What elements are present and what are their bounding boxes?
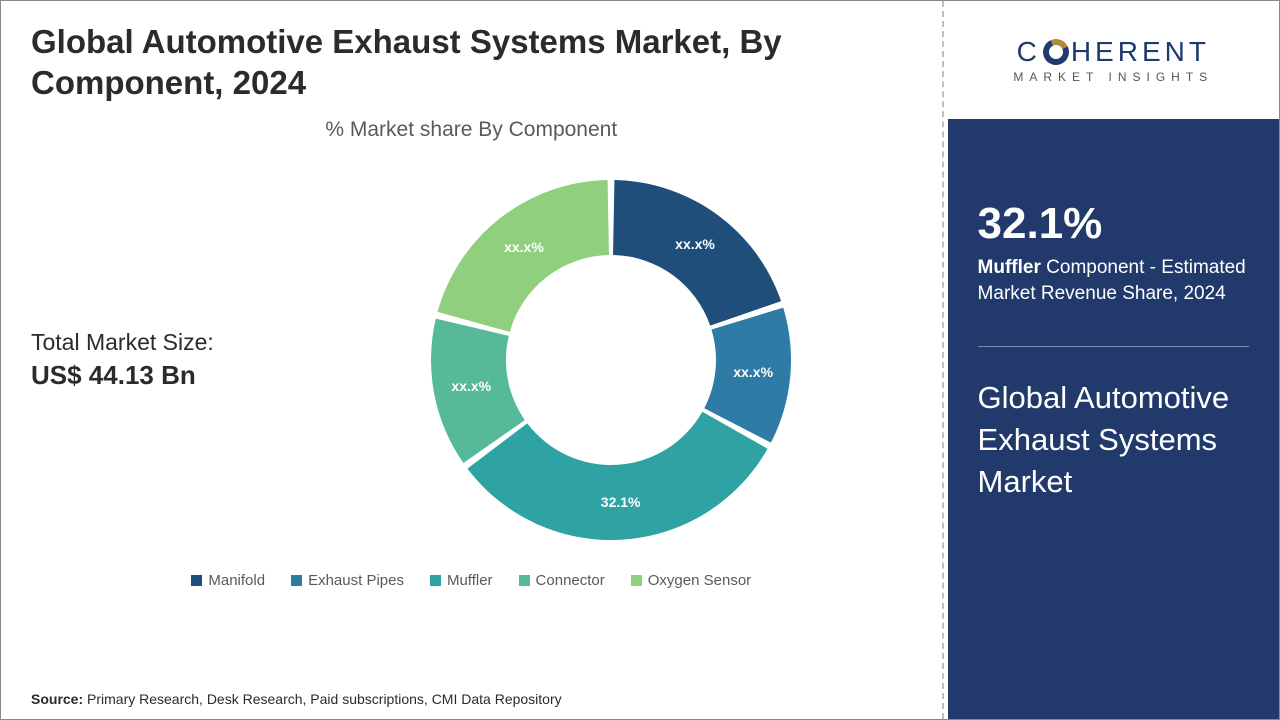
page-title: Global Automotive Exhaust Systems Market… (31, 21, 912, 104)
source-line: Source: Primary Research, Desk Research,… (31, 691, 562, 707)
main-panel: Global Automotive Exhaust Systems Market… (1, 1, 942, 719)
logo-subtext: MARKET INSIGHTS (1013, 70, 1213, 84)
legend-swatch (631, 575, 642, 586)
logo-wordmark: C HERENT (1017, 36, 1210, 68)
side-divider (978, 346, 1249, 347)
logo-area: C HERENT MARKET INSIGHTS (948, 1, 1279, 119)
donut-slice-label: xx.x% (733, 364, 773, 380)
legend-label: Exhaust Pipes (308, 572, 404, 589)
legend-swatch (430, 575, 441, 586)
legend-swatch (291, 575, 302, 586)
chart-wrap: xx.x% xx.x% 32.1% xx.x% xx.x% (311, 180, 912, 540)
source-prefix: Source: (31, 691, 87, 707)
legend-label: Muffler (447, 572, 493, 589)
legend-item: Manifold (191, 572, 265, 589)
donut-slice-label: xx.x% (675, 236, 715, 252)
page-frame: Global Automotive Exhaust Systems Market… (0, 0, 1280, 720)
donut-slice (438, 180, 609, 332)
legend: Manifold Exhaust Pipes Muffler Connector Oxy… (31, 572, 912, 589)
donut-slice-label: 32.1% (601, 494, 641, 510)
side-title: Global Automotive Exhaust Systems Market (978, 377, 1249, 503)
legend-label: Manifold (208, 572, 265, 589)
tms-label: Total Market Size: (31, 329, 311, 356)
donut-slice (613, 180, 781, 326)
legend-label: Oxygen Sensor (648, 572, 751, 589)
legend-item: Connector (519, 572, 605, 589)
stat-desc: Muffler Component - Estimated Market Rev… (978, 255, 1249, 306)
brand-logo: C HERENT MARKET INSIGHTS (1013, 36, 1213, 84)
chart-subtitle: % Market share By Component (31, 118, 912, 142)
stat-value: 32.1% (978, 199, 1249, 249)
logo-ring-icon (1039, 35, 1072, 68)
content-row: Total Market Size: US$ 44.13 Bn xx.x%xx.… (31, 150, 912, 570)
donut-slice-label: xx.x% (504, 239, 544, 255)
source-text: Primary Research, Desk Research, Paid su… (87, 691, 562, 707)
tms-value: US$ 44.13 Bn (31, 360, 311, 391)
logo-pre: C (1017, 36, 1041, 68)
legend-item: Muffler (430, 572, 493, 589)
legend-item: Exhaust Pipes (291, 572, 404, 589)
logo-post: HERENT (1071, 36, 1210, 68)
legend-swatch (191, 575, 202, 586)
donut-slice (468, 411, 768, 539)
donut-slice-label: xx.x% (451, 378, 491, 394)
legend-item: Oxygen Sensor (631, 572, 751, 589)
stat-bold: Muffler (978, 257, 1041, 278)
side-column: C HERENT MARKET INSIGHTS 32.1% Muffler C… (948, 1, 1279, 719)
donut-chart: xx.x% xx.x% 32.1% xx.x% xx.x% (431, 180, 791, 540)
legend-swatch (519, 575, 530, 586)
legend-label: Connector (536, 572, 605, 589)
side-panel: 32.1% Muffler Component - Estimated Mark… (948, 119, 1279, 719)
total-market-size: Total Market Size: US$ 44.13 Bn (31, 329, 311, 391)
